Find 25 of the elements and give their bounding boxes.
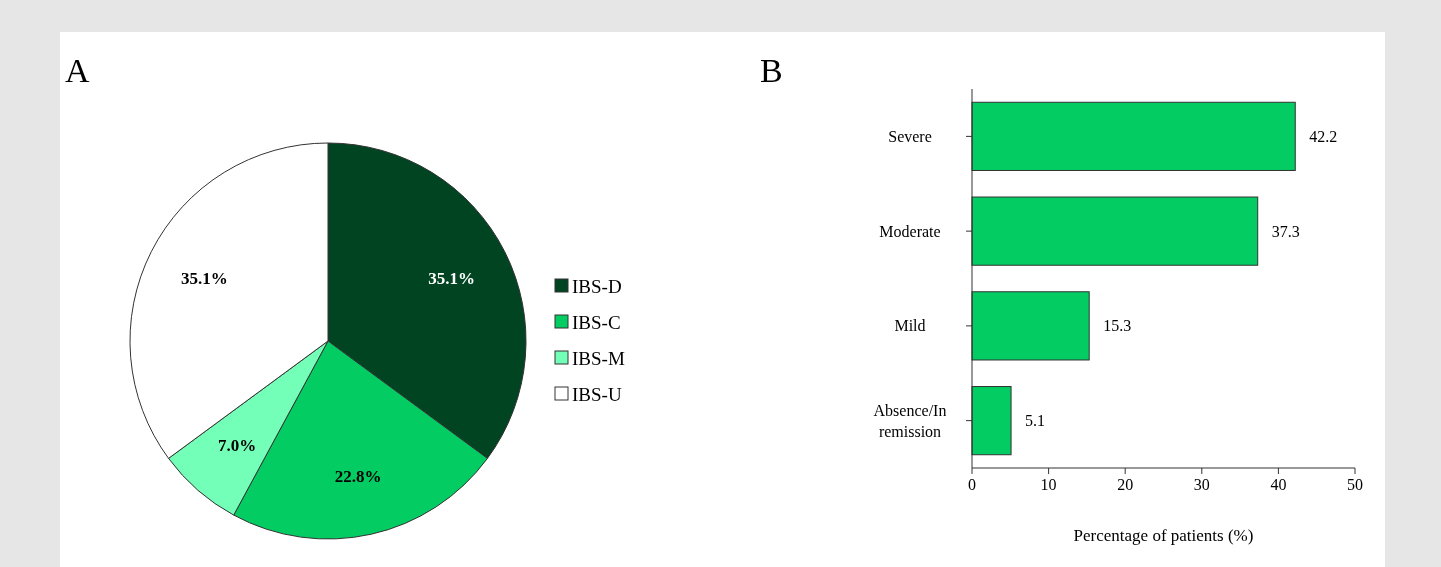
data-label: 15.3 (1103, 317, 1132, 335)
data-label: 35.1% (180, 269, 228, 289)
y-tick-label: Absence/In remission (873, 401, 947, 440)
x-tick-label: 20 (1117, 476, 1134, 493)
chart-title: A (65, 52, 90, 89)
x-tick-label: 50 (1347, 476, 1363, 493)
data-label: 37.3 (1271, 222, 1300, 240)
legend-label: IBS-D (572, 275, 622, 297)
x-tick-label: 10 (1040, 476, 1057, 493)
x-axis-title: Percentage of patients (%) (1073, 526, 1254, 545)
x-tick-label: 40 (1270, 476, 1287, 493)
legend-label: IBS-M (572, 347, 625, 369)
y-tick-label: Mild (894, 317, 926, 335)
data-label: 35.1% (428, 269, 476, 289)
chart-title: B (760, 52, 783, 89)
x-tick-label: 30 (1193, 476, 1210, 493)
legend-label: IBS-C (572, 311, 621, 333)
data-label: 5.1 (1025, 412, 1046, 430)
legend-label: IBS-U (572, 383, 622, 405)
data-label: 7.0% (217, 436, 257, 456)
data-label: 42.2 (1309, 127, 1338, 145)
data-label: 22.8% (334, 467, 382, 487)
y-tick-label: Moderate (879, 222, 941, 240)
y-tick-label: Severe (888, 127, 932, 145)
x-tick-label: 0 (968, 476, 976, 493)
